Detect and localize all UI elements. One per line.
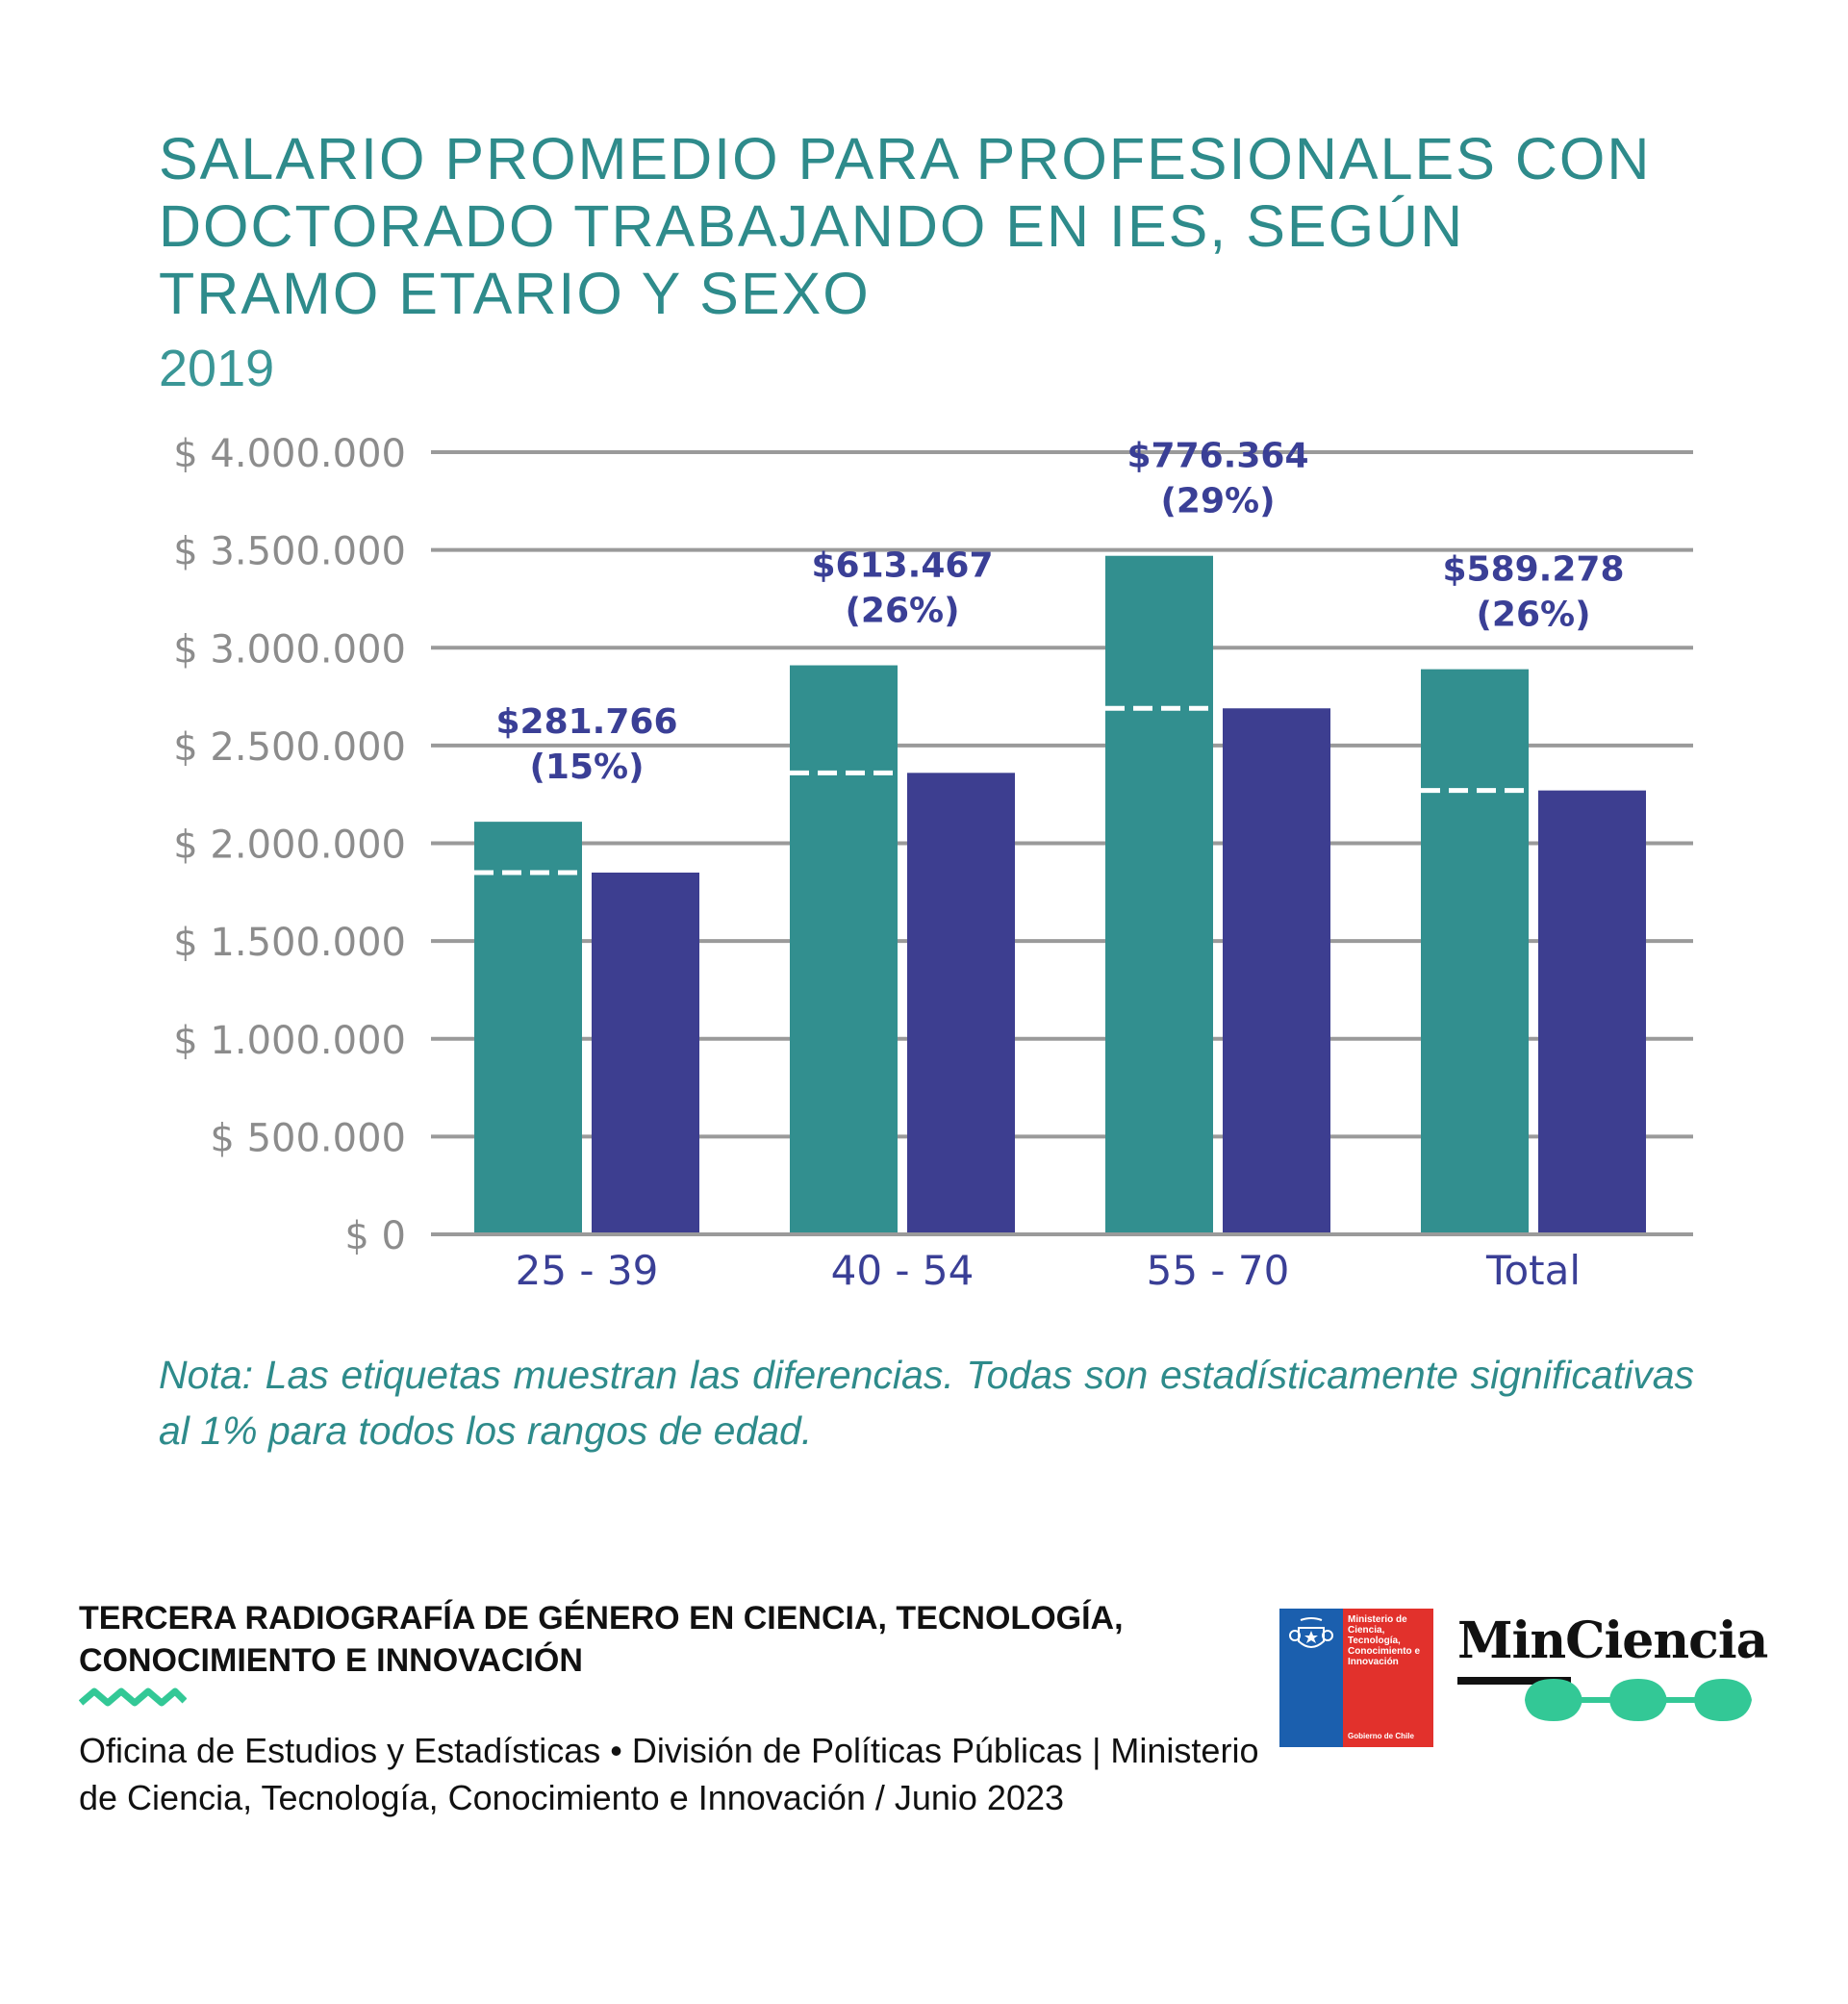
y-tick-label: $ 1.500.000 [173, 921, 406, 965]
y-tick-label: $ 2.000.000 [173, 824, 406, 868]
y-tick-label: $ 2.500.000 [173, 725, 406, 770]
y-tick-label: $ 0 [344, 1214, 406, 1258]
bar-chart: $ 0 $ 500.000 $ 1.000.000 $ 1.500.000 $ 2.00… [173, 432, 1693, 1294]
x-tick-label: 25 - 39 [516, 1247, 659, 1294]
gov-logo-footer: Gobierno de Chile [1348, 1732, 1414, 1740]
y-tick-label: $ 3.500.000 [173, 530, 406, 574]
minciencia-logo: MinCiencia [1457, 1611, 1804, 1737]
chart-title: SALARIO PROMEDIO PARA PROFESIONALES CON … [159, 126, 1652, 326]
bar [1421, 669, 1529, 1234]
government-logo: Ministerio de Ciencia, Tecnología, Conoc… [1279, 1609, 1433, 1747]
minciencia-wordmark: MinCiencia [1457, 1611, 1768, 1670]
y-tick-label: $ 3.000.000 [173, 627, 406, 672]
x-tick-label: 40 - 54 [831, 1247, 975, 1294]
x-tick-label: Total [1485, 1247, 1581, 1294]
minciencia-drops-icon [1457, 1677, 1752, 1721]
bar [1223, 708, 1330, 1234]
coat-of-arms-icon [1289, 1617, 1333, 1648]
bar [1105, 555, 1213, 1234]
difference-amount-label: $613.467 [811, 546, 993, 586]
x-tick-label: 55 - 70 [1147, 1247, 1290, 1294]
difference-amount-label: $281.766 [495, 702, 677, 742]
difference-amount-label: $589.278 [1442, 550, 1624, 590]
bar [474, 822, 582, 1234]
gov-logo-text: Ministerio de Ciencia, Tecnología, Conoc… [1348, 1614, 1421, 1667]
report-title: TERCERA RADIOGRAFÍA DE GÉNERO EN CIENCIA… [79, 1600, 1124, 1679]
difference-percent-label: (26%) [845, 592, 959, 631]
organization-text: Oficina de Estudios y Estadísticas • Div… [79, 1731, 1259, 1817]
chart-subtitle: 2019 [159, 340, 275, 397]
difference-percent-label: (26%) [1476, 596, 1590, 635]
difference-percent-label: (29%) [1160, 482, 1275, 521]
bar [907, 773, 1015, 1234]
bar [592, 872, 699, 1234]
chart-note: Nota: Las etiquetas muestran las diferen… [159, 1353, 1694, 1453]
difference-amount-label: $776.364 [1127, 437, 1308, 476]
y-tick-label: $ 1.000.000 [173, 1019, 406, 1063]
bar [1538, 790, 1646, 1234]
bar [790, 665, 898, 1234]
y-tick-label: $ 4.000.000 [173, 432, 406, 476]
difference-percent-label: (15%) [529, 748, 644, 787]
y-tick-label: $ 500.000 [210, 1116, 406, 1160]
gov-logo-red-band [1343, 1609, 1433, 1747]
wave-decoration-icon [79, 1687, 187, 1707]
